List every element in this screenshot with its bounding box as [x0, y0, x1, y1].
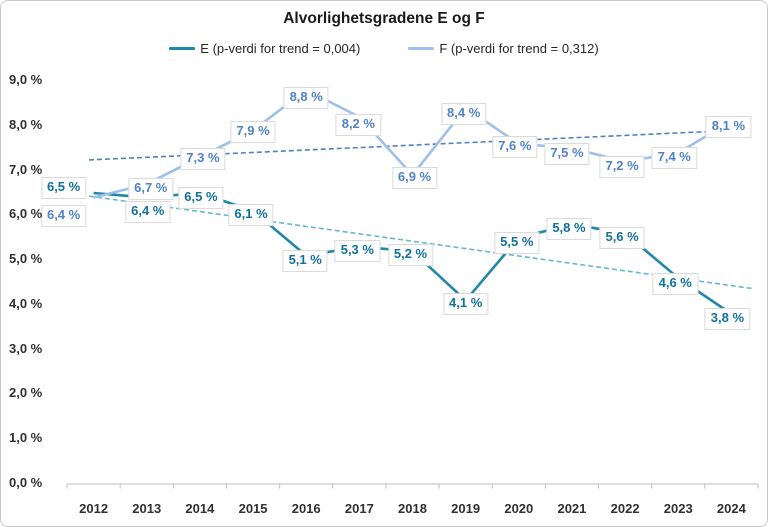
data-label-f: 7,3 %: [180, 148, 226, 171]
data-label-e: 6,4 %: [125, 201, 171, 224]
data-label-f: 8,1 %: [705, 116, 752, 139]
data-label-f: 6,9 %: [391, 167, 438, 190]
y-axis-label: 1,0 %: [9, 430, 43, 446]
x-axis-label: 2024: [716, 501, 746, 516]
x-axis-label: 2012: [79, 501, 109, 516]
x-axis-label: 2018: [398, 501, 427, 516]
y-axis-label: 4,0 %: [9, 295, 43, 311]
y-axis-label: 5,0 %: [9, 251, 43, 267]
legend: E (p-verdi for trend = 0,004) F (p-verdi…: [1, 41, 767, 56]
data-label-f: 7,6 %: [492, 135, 538, 158]
data-label-f: 6,7 %: [128, 178, 174, 200]
data-label-f: 8,4 %: [441, 102, 487, 125]
y-axis-label: 7,0 %: [9, 161, 43, 177]
x-axis-label: 2016: [291, 501, 321, 516]
legend-label-series-e: E (p-verdi for trend = 0,004): [200, 41, 361, 56]
data-label-f: 8,2 %: [335, 113, 381, 136]
x-axis-label: 2023: [663, 501, 693, 516]
legend-line-swatch-e: [169, 47, 196, 50]
data-label-f: 7,2 %: [599, 155, 645, 178]
data-label-e: 6,5 %: [178, 187, 224, 209]
x-axis-label: 2021: [557, 501, 587, 516]
chart-title: Alvorlighetsgradene E og F: [283, 10, 485, 27]
legend-line-swatch-f: [408, 47, 435, 50]
data-label-e: 5,1 %: [282, 249, 328, 272]
x-axis-label: 2013: [132, 501, 162, 516]
legend-item-series-e: E (p-verdi for trend = 0,004): [169, 41, 360, 56]
legend-label-series-f: F (p-verdi for trend = 0,312): [439, 41, 599, 56]
data-label-e: 4,1 %: [443, 293, 489, 316]
data-label-f: 7,4 %: [651, 146, 697, 169]
data-label-f: 8,8 %: [283, 87, 329, 109]
data-label-e: 6,1 %: [228, 203, 274, 226]
y-axis-label: 0,0 %: [9, 475, 43, 490]
y-axis-label: 9,0 %: [9, 72, 43, 88]
trendline-f: [88, 128, 753, 161]
data-label-f: 7,5 %: [544, 143, 590, 166]
data-label-e: 6,5 %: [40, 177, 87, 199]
y-axis-label: 3,0 %: [9, 340, 43, 356]
x-axis-label: 2022: [610, 501, 640, 516]
x-axis-label: 2015: [238, 501, 268, 516]
data-label-e: 5,6 %: [599, 227, 645, 250]
data-label-e: 3,8 %: [704, 307, 751, 330]
y-axis-label: 8,0 %: [9, 116, 43, 132]
x-axis-label: 2020: [504, 501, 534, 516]
data-label-e: 5,8 %: [546, 218, 592, 241]
legend-item-series-f: F (p-verdi for trend = 0,312): [408, 41, 599, 56]
y-axis-label: 2,0 %: [9, 385, 43, 401]
x-axis-label: 2017: [344, 501, 374, 516]
x-axis-label: 2019: [451, 501, 481, 516]
data-label-e: 5,3 %: [334, 239, 380, 262]
y-axis-label: 6,0 %: [9, 206, 43, 222]
data-label-f: 7,9 %: [230, 121, 276, 144]
data-label-e: 5,5 %: [494, 231, 540, 254]
data-label-e: 5,2 %: [387, 244, 434, 267]
data-label-e: 4,6 %: [652, 273, 698, 295]
data-label-f: 6,4 %: [40, 205, 87, 228]
x-axis-label: 2014: [185, 501, 215, 516]
